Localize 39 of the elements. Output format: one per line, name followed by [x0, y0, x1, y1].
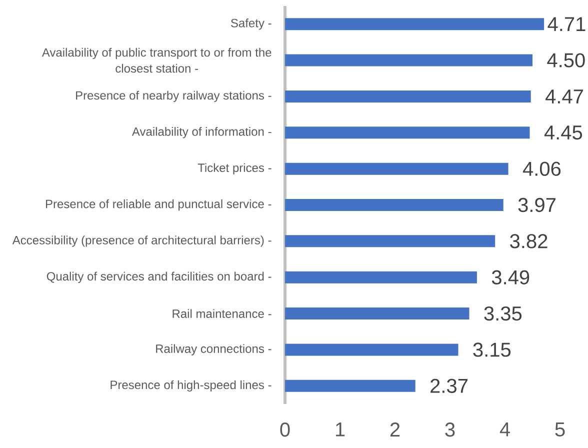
y-tick-label: Presence of nearby railway stations -: [76, 90, 272, 102]
bar: [285, 162, 508, 175]
y-tick-label: Ticket prices -: [198, 163, 272, 174]
bar: [285, 90, 531, 102]
x-tick-label: 0: [280, 422, 290, 437]
data-label: 3.82: [510, 234, 548, 248]
x-tick-label: 4: [500, 422, 510, 436]
data-label: 2.37: [430, 378, 468, 393]
data-label: 4.45: [544, 126, 582, 140]
y-tick-label: Accessibility (presence of architectural barriers) -: [12, 236, 272, 247]
x-tick-label: 5: [555, 422, 565, 436]
data-label: 4.06: [522, 162, 561, 176]
bar: [285, 271, 477, 284]
data-label: 3.15: [473, 342, 511, 357]
y-tick-label: Presence of high-speed lines -: [110, 380, 272, 392]
bar: [285, 380, 416, 392]
bar: [285, 18, 544, 30]
data-label: 4.47: [546, 90, 583, 104]
bar: [285, 235, 496, 248]
y-tick-label: Quality of services and facilities on board -: [46, 272, 272, 283]
y-tick-label: Safety -: [231, 18, 272, 30]
data-label: 3.49: [492, 270, 530, 284]
y-tick-label: Availability of public transport to or from the closest station -: [42, 48, 272, 73]
data-label: 3.35: [484, 306, 522, 321]
bar: [285, 54, 532, 66]
x-tick-label: 3: [445, 422, 455, 437]
data-label: 3.97: [518, 198, 556, 212]
bar: [285, 344, 458, 356]
y-tick-label: Rail maintenance -: [172, 309, 272, 318]
x-tick-label: 2: [390, 422, 400, 437]
y-tick-label: Availability of information -: [132, 127, 272, 138]
x-tick-label: 1: [336, 422, 345, 436]
data-label: 4.50: [547, 53, 585, 68]
y-tick-label: Presence of reliable and punctual service -: [46, 199, 272, 211]
data-label: 4.71: [548, 17, 586, 31]
y-tick-label: Railway connections -: [156, 344, 272, 356]
bar: [285, 308, 470, 320]
bar: [285, 199, 504, 212]
bar: [285, 126, 530, 139]
